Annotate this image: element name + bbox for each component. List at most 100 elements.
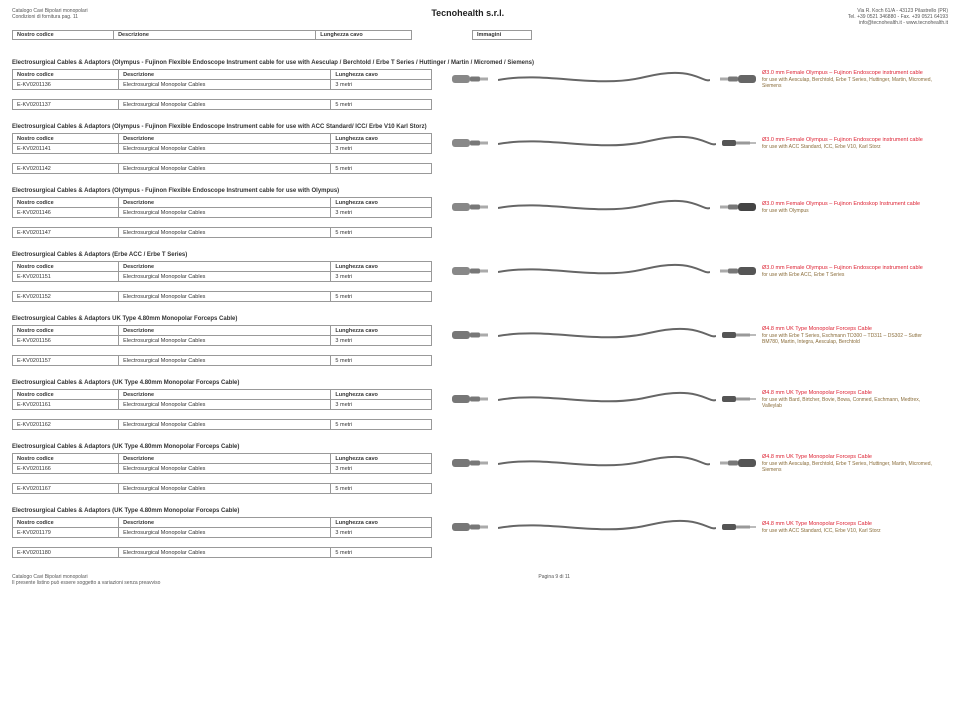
caption-sub: for use with Aesculap, Berchtold, Erbe T… — [762, 461, 932, 474]
table-row: E-KV0201167Electrosurgical Monopolar Cab… — [13, 484, 432, 494]
caption-title: Ø3.0 mm Female Olympus – Fujinon Endosco… — [762, 265, 923, 271]
table-row: E-KV0201142Electrosurgical Monopolar Cab… — [13, 164, 432, 174]
table-row: E-KV0201147Electrosurgical Monopolar Cab… — [13, 228, 432, 238]
connector-left-icon — [452, 200, 492, 216]
top-th-code: Nostro codice — [13, 31, 114, 40]
data-table: Nostro codiceDescrizioneLunghezza cavoE-… — [12, 517, 432, 558]
diagram-caption: Ø3.0 mm Female Olympus – Fujinon Endosco… — [762, 265, 932, 278]
data-table: Nostro codiceDescrizioneLunghezza cavoE-… — [12, 453, 432, 494]
footer-left: Catalogo Cavi Bipolari monopolari Il pre… — [12, 574, 160, 586]
cell-len: 5 metri — [331, 292, 432, 302]
cell-len: 3 metri — [331, 208, 432, 218]
cell-len: 3 metri — [331, 528, 432, 538]
section-body: Nostro codiceDescrizioneLunghezza cavoE-… — [12, 517, 948, 558]
cell-desc: Electrosurgical Monopolar Cables — [119, 208, 331, 218]
cell-len: 5 metri — [331, 356, 432, 366]
data-table: Nostro codiceDescrizioneLunghezza cavoE-… — [12, 389, 432, 430]
header-center: Tecnohealth s.r.l. — [88, 8, 848, 26]
section: Electrosurgical Cables & Adaptors (UK Ty… — [12, 380, 948, 430]
caption-title: Ø4.8 mm UK Type Monopolar Forceps Cable — [762, 521, 872, 527]
section: Electrosurgical Cables & Adaptors (UK Ty… — [12, 508, 948, 558]
th-desc: Descrizione — [119, 326, 331, 336]
cell-len: 3 metri — [331, 272, 432, 282]
cell-code: E-KV0201166 — [13, 464, 119, 474]
cable-diagram: Ø3.0 mm Female Olympus – Fujinon Endosco… — [452, 261, 932, 283]
table-row: E-KV0201152Electrosurgical Monopolar Cab… — [13, 292, 432, 302]
table-row: E-KV0201157Electrosurgical Monopolar Cab… — [13, 356, 432, 366]
section-body: Nostro codiceDescrizioneLunghezza cavoE-… — [12, 133, 948, 174]
connector-left-icon — [452, 456, 492, 472]
data-table: Nostro codiceDescrizioneLunghezza cavo E-… — [12, 325, 432, 366]
section: Electrosurgical Cables & Adaptors UK Typ… — [12, 316, 948, 366]
table-row: E-KV0201179Electrosurgical Monopolar Cab… — [13, 528, 432, 538]
caption-sub: for use with Aesculap, Berchtold, Erbe T… — [762, 77, 932, 90]
th-code: Nostro codice — [13, 262, 119, 272]
table-row: E-KV0201161Electrosurgical Monopolar Cab… — [13, 400, 432, 410]
section-title: Electrosurgical Cables & Adaptors UK Typ… — [12, 316, 948, 322]
sections-container: Electrosurgical Cables & Adaptors (Olymp… — [12, 60, 948, 558]
th-code: Nostro codice — [13, 70, 119, 80]
th-code: Nostro codice — [13, 454, 119, 464]
cell-len: 5 metri — [331, 164, 432, 174]
th-len: Lunghezza cavo — [331, 518, 432, 528]
caption-title: Ø4.8 mm UK Type Monopolar Forceps Cable — [762, 390, 872, 396]
header-right: Via R. Koch 61/A - 43123 Pilastrello (PR… — [848, 8, 948, 26]
cell-desc: Electrosurgical Monopolar Cables — [119, 272, 331, 282]
caption-sub: for use with ACC Standard, ICC, Erbe V10… — [762, 528, 932, 534]
th-desc: Descrizione — [119, 70, 331, 80]
cell-desc: Electrosurgical Monopolar Cables — [119, 528, 331, 538]
th-len: Lunghezza cavo — [331, 262, 432, 272]
th-len: Lunghezza cavo — [331, 326, 432, 336]
section-title: Electrosurgical Cables & Adaptors (UK Ty… — [12, 508, 948, 514]
connector-left-icon — [452, 392, 492, 408]
section: Electrosurgical Cables & Adaptors (Olymp… — [12, 188, 948, 238]
table-row: E-KV0201162Electrosurgical Monopolar Cab… — [13, 420, 432, 430]
cell-code: E-KV0201146 — [13, 208, 119, 218]
th-code: Nostro codice — [13, 326, 119, 336]
caption-sub: for use with Olympus — [762, 208, 932, 214]
section-title: Electrosurgical Cables & Adaptors (UK Ty… — [12, 444, 948, 450]
cell-len: 5 metri — [331, 548, 432, 558]
section-title: Electrosurgical Cables & Adaptors (Olymp… — [12, 60, 948, 66]
cell-desc: Electrosurgical Monopolar Cables — [119, 484, 331, 494]
page-header: Catalogo Cavi Bipolari monopolari Condiz… — [12, 8, 948, 26]
cell-code: E-KV0201167 — [13, 484, 119, 494]
connector-left-icon — [452, 136, 492, 152]
th-code: Nostro codice — [13, 198, 119, 208]
cell-len: 5 metri — [331, 100, 432, 110]
caption-sub: for use with Erbe T Series, Eschmann TD3… — [762, 333, 932, 346]
table-row: E-KV0201137Electrosurgical Monopolar Cab… — [13, 100, 432, 110]
caption-title: Ø3.0 mm Female Olympus – Fujinon Endosco… — [762, 137, 923, 143]
th-len: Lunghezza cavo — [331, 390, 432, 400]
cell-desc: Electrosurgical Monopolar Cables — [119, 400, 331, 410]
section-body: Nostro codiceDescrizioneLunghezza cavo E-… — [12, 325, 948, 366]
cell-code: E-KV0201147 — [13, 228, 119, 238]
th-desc: Descrizione — [119, 518, 331, 528]
cell-code: E-KV0201162 — [13, 420, 119, 430]
cell-code: E-KV0201136 — [13, 80, 119, 90]
th-desc: Descrizione — [119, 134, 331, 144]
data-table: Nostro codiceDescrizioneLunghezza cavoE-… — [12, 69, 432, 110]
th-code: Nostro codice — [13, 518, 119, 528]
cell-code: E-KV0201156 — [13, 336, 119, 346]
diagram-caption: Ø3.0 mm Female Olympus – Fujinon Endosko… — [762, 201, 932, 214]
top-th-immagini: Immagini — [472, 30, 532, 40]
connector-left-icon — [452, 72, 492, 88]
cell-desc: Electrosurgical Monopolar Cables — [119, 420, 331, 430]
cell-len: 3 metri — [331, 144, 432, 154]
connector-right-icon — [716, 72, 756, 88]
cell-len: 3 metri — [331, 80, 432, 90]
cell-len: 3 metri — [331, 336, 432, 346]
connector-right-icon — [716, 264, 756, 280]
cell-desc: Electrosurgical Monopolar Cables — [119, 548, 331, 558]
cell-desc: Electrosurgical Monopolar Cables — [119, 144, 331, 154]
th-len: Lunghezza cavo — [331, 454, 432, 464]
footer-left-line2: Il presente listino può essere soggetto … — [12, 580, 160, 586]
section-body: Nostro codiceDescrizioneLunghezza cavoE-… — [12, 261, 948, 302]
section-title: Electrosurgical Cables & Adaptors (Olymp… — [12, 124, 948, 130]
caption-title: Ø4.8 mm UK Type Monopolar Forceps Cable — [762, 454, 872, 460]
cell-code: E-KV0201142 — [13, 164, 119, 174]
top-th-desc: Descrizione — [114, 31, 316, 40]
cell-code: E-KV0201180 — [13, 548, 119, 558]
cell-code: E-KV0201152 — [13, 292, 119, 302]
